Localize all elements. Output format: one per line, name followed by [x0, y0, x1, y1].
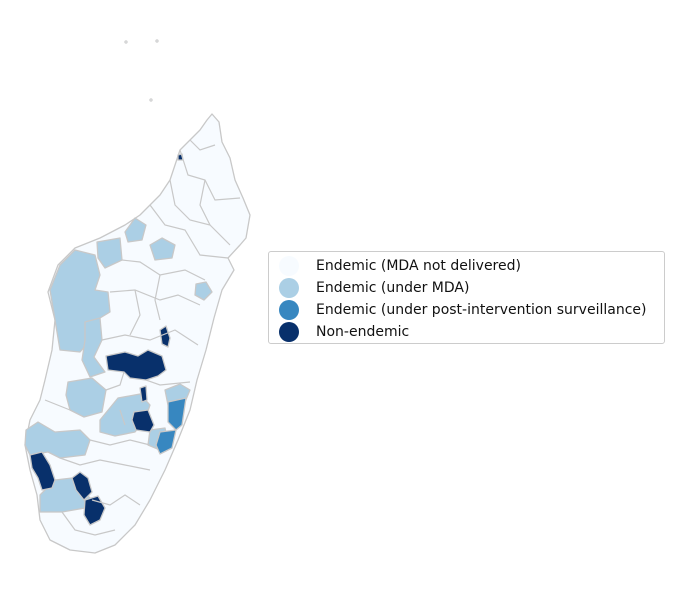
- district-region: [124, 217, 147, 243]
- district-region: [155, 429, 177, 455]
- district-region: [24, 421, 91, 459]
- district-region: [65, 377, 107, 418]
- legend-swatch: [279, 256, 299, 276]
- legend-label: Non-endemic: [316, 324, 410, 340]
- legend-swatch: [279, 300, 299, 320]
- district-region: [167, 397, 187, 431]
- district-region: [149, 237, 176, 261]
- district-region: [81, 317, 106, 378]
- legend-entry-mda-not-delivered: Endemic (MDA not delivered): [279, 255, 664, 277]
- district-region: [96, 237, 123, 269]
- map-legend: Endemic (MDA not delivered) Endemic (und…: [268, 251, 665, 344]
- legend-swatch: [279, 278, 299, 298]
- small-islands: [124, 39, 159, 102]
- district-region: [71, 471, 93, 501]
- legend-entry-post-intervention: Endemic (under post-intervention surveil…: [279, 299, 664, 321]
- district-region: [159, 325, 171, 348]
- district-region: [131, 409, 155, 433]
- district-regions: [24, 113, 251, 554]
- district-region: [83, 495, 106, 526]
- legend-entry-under-mda: Endemic (under MDA): [279, 277, 664, 299]
- district-boundaries: [44, 139, 241, 536]
- legend-label: Endemic (MDA not delivered): [316, 258, 521, 274]
- district-region: [194, 281, 213, 301]
- legend-label: Endemic (under post-intervention surveil…: [316, 302, 647, 318]
- district-region: [29, 451, 56, 491]
- legend-swatch: [279, 322, 299, 342]
- legend-label: Endemic (under MDA): [316, 280, 470, 296]
- legend-entry-non-endemic: Non-endemic: [279, 321, 664, 343]
- district-region: [139, 385, 148, 403]
- district-region: [105, 349, 167, 381]
